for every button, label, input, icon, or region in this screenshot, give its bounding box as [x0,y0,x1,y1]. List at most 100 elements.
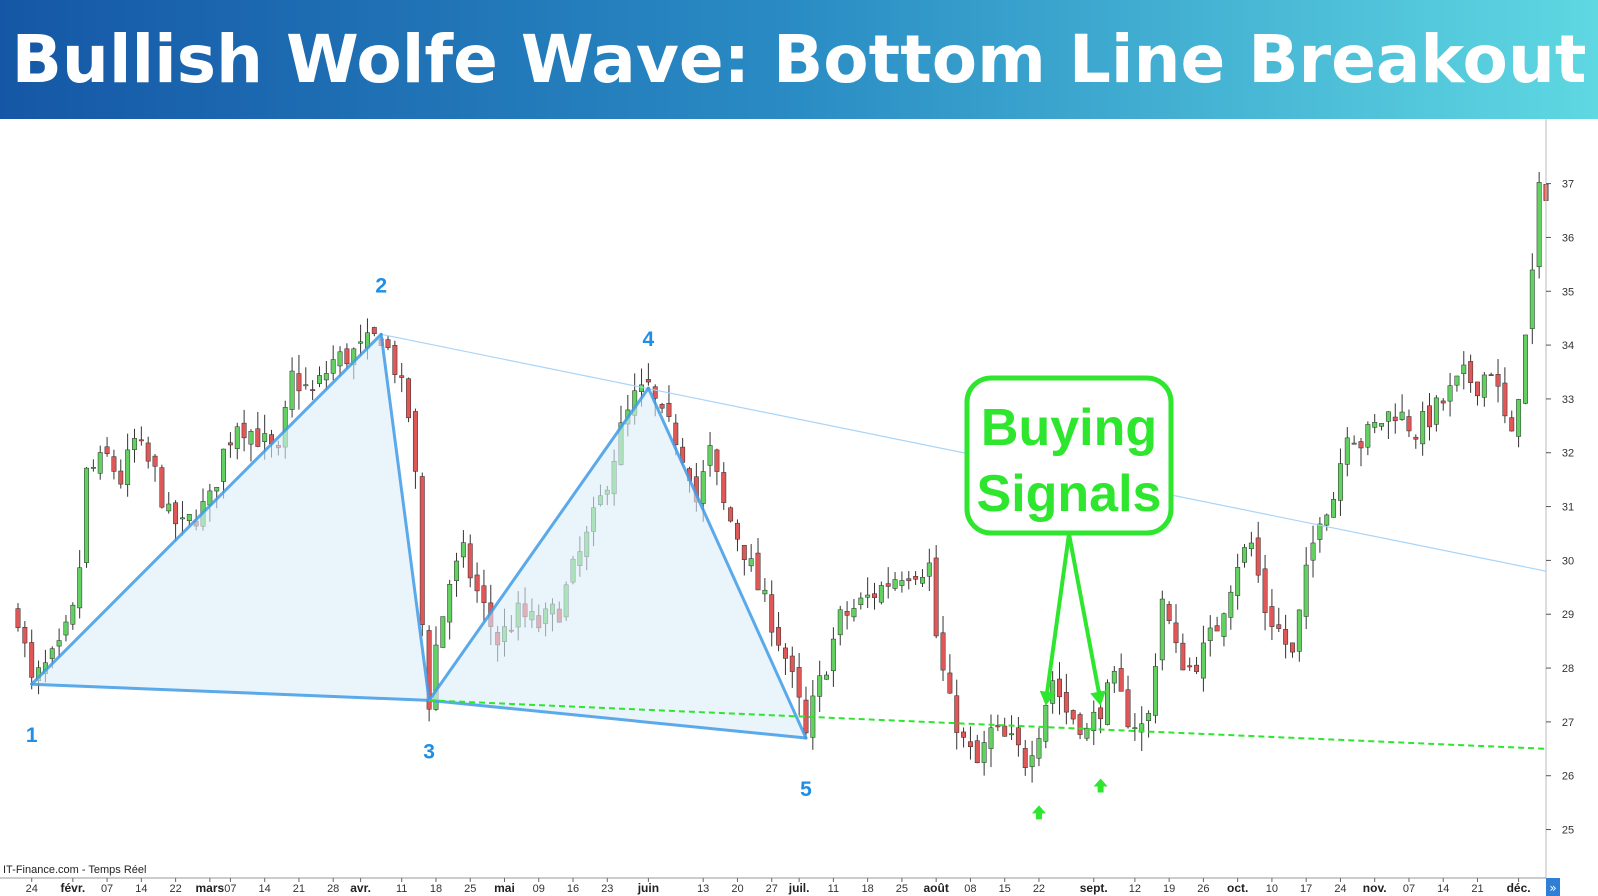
candle-up [1461,364,1467,374]
wave-segment [427,386,650,702]
time-tick-label: 07 [1403,883,1415,895]
time-tick-label: juin [637,881,659,895]
signal-arrow-shaft [1043,533,1071,703]
candle-down [735,522,740,540]
candle-up [926,562,932,577]
price-tick-label: 33 [1562,394,1574,406]
wave-segment [379,332,431,702]
price-tick-label: 32 [1562,448,1574,460]
wave-triangle-1 [31,334,430,701]
candle-up [1159,598,1165,661]
candle-down [1488,374,1494,376]
title-banner: Bullish Wolfe Wave: Bottom Line Breakout [0,0,1598,119]
candle-up [1324,514,1330,526]
candle-up [1481,374,1487,398]
scroll-right-button[interactable]: » [1546,878,1560,896]
candle-down [974,740,980,764]
time-tick-label: juil. [788,881,810,895]
time-tick-label: août [923,881,948,895]
candle-down [913,575,919,580]
source-label: IT-Finance.com - Temps Réel [3,864,146,876]
candle-down [371,327,377,334]
candle-down [728,507,734,522]
time-tick-label: 25 [896,883,908,895]
candle-down [1290,642,1295,653]
candle-down [872,593,877,598]
wave-segment [646,386,808,740]
candle-up [878,585,884,603]
candle-down [1475,381,1480,397]
candle-up [1385,411,1391,422]
candle-down [296,373,302,392]
candle-down [995,725,1001,728]
candle-down [1070,710,1076,720]
candle-down [1015,727,1021,746]
candle-down [645,379,651,383]
candle-up [166,503,172,512]
candle-down [940,632,946,671]
time-tick-label: sept. [1080,881,1108,895]
candles [15,171,1549,783]
candle-down [1276,624,1282,629]
candle-down [1351,442,1357,445]
candle-down [714,449,720,472]
candle-down [1022,748,1028,768]
candle-up [90,467,96,469]
buying-signals-box [964,375,1174,536]
time-tick-label: 14 [135,883,147,895]
time-tick-label: 17 [1300,883,1312,895]
time-tick-label: déc. [1507,881,1531,895]
candle-up [433,644,439,710]
time-tick-label: 11 [396,883,407,895]
candle-down [1262,568,1268,613]
candle-down [1002,725,1008,737]
time-tick-label: 22 [1033,883,1045,895]
candle-up [1242,547,1247,563]
candle-up [1091,711,1097,732]
time-tick-label: 19 [1163,883,1175,895]
candle-down [961,731,967,738]
candle-up [1303,564,1309,617]
time-tick-label: févr. [60,881,85,895]
candle-down [796,667,802,698]
candle-down [22,626,28,644]
candle-down [1440,400,1446,404]
candle-up [1379,423,1385,427]
time-tick-label: 11 [828,883,839,895]
candle-up [748,558,754,567]
time-tick-label: 10 [1266,883,1278,895]
breakout-line-segment [429,699,1547,750]
candle-down [399,375,405,378]
candle-down [741,544,747,560]
time-axis: 24 févr. 07 14 22 mars 07 14 21 28 avr. 11 18 25 mai 09… [0,877,1546,895]
candle-up [1331,499,1337,518]
candle-up [1036,738,1042,759]
candle-down [1502,382,1508,417]
candle-down [111,456,117,472]
candle-up [1516,399,1522,437]
buying-signals: Buying Signals [964,375,1174,820]
candle-down [1406,416,1412,432]
candle-down [721,472,727,503]
candle-down [152,455,158,467]
candle-up [1522,334,1528,404]
time-tick-label: 26 [1197,883,1209,895]
candle-up [1228,591,1234,618]
candle-down [885,583,891,587]
candle-up [837,609,843,636]
candle-up [248,431,254,445]
time-tick-label: 09 [533,883,545,895]
buying-signals-label: Signals [977,465,1162,523]
candle-down [310,389,316,391]
wave-labels: 1 2 3 4 5 [26,274,812,801]
candle-up [1399,411,1405,420]
candle-down [1214,625,1220,632]
candle-down [474,574,480,592]
candle-down [344,348,350,365]
candle-up [851,608,857,618]
candle-down [1118,668,1124,692]
candle-up [1536,182,1542,268]
candle-down [173,502,179,525]
candle-up [988,727,994,749]
